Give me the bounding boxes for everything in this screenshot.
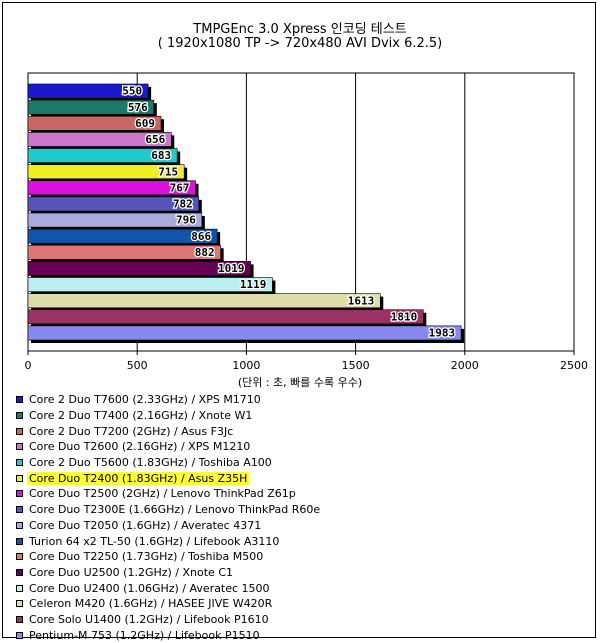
legend-swatch xyxy=(16,396,23,404)
x-tick-label: 0 xyxy=(25,359,32,372)
legend-swatch xyxy=(16,459,23,467)
legend-item: Pentium-M 753 (1.2GHz) / Lifebook P1510 xyxy=(16,627,416,643)
bar xyxy=(27,293,381,309)
legend-label: Pentium-M 753 (1.2GHz) / Lifebook P1510 xyxy=(29,628,260,642)
legend-swatch xyxy=(16,427,23,435)
bar-value-label: 1810 xyxy=(391,310,418,323)
bar-value-label: 866 xyxy=(191,230,211,243)
legend-swatch xyxy=(16,474,23,482)
legend-swatch xyxy=(16,600,23,608)
legend-item: Core Duo T2300E (1.66GHz) / Lenovo Think… xyxy=(16,502,416,518)
bar-value-label: 1613 xyxy=(348,294,375,307)
x-tick-label: 2000 xyxy=(451,359,479,372)
bar xyxy=(27,164,185,180)
x-tick-label: 2500 xyxy=(560,359,588,372)
legend-item: Core Duo T2400 (1.83GHz) / Asus Z35H xyxy=(16,470,416,486)
legend-label: Core 2 Duo T7600 (2.33GHz) / XPS M1710 xyxy=(29,393,261,407)
bar xyxy=(27,115,162,131)
bar xyxy=(27,180,196,196)
bar xyxy=(27,196,200,212)
legend-swatch xyxy=(16,615,23,623)
bar xyxy=(27,148,178,163)
bar xyxy=(27,228,218,244)
legend-label: Core Duo T2300E (1.66GHz) / Lenovo Think… xyxy=(29,503,321,517)
bar xyxy=(27,212,203,228)
legend-item: Core 2 Duo T7400 (2.16GHz) / Xnote W1 xyxy=(16,408,416,424)
legend-item: Core Duo T2050 (1.6GHz) / Averatec 4371 xyxy=(16,518,416,534)
legend-item: Core 2 Duo T5600 (1.83GHz) / Toshiba A10… xyxy=(16,455,416,471)
legend-item: Core 2 Duo T7200 (2GHz) / Asus F3Jc xyxy=(16,423,416,439)
legend-label: Core Duo T2050 (1.6GHz) / Averatec 4371 xyxy=(29,518,262,532)
legend-label: Core Duo U2500 (1.2GHz) / Xnote C1 xyxy=(29,565,234,579)
bar xyxy=(27,325,462,341)
legend-swatch xyxy=(16,521,23,529)
legend-label: Celeron M420 (1.6GHz) / HASEE JIVE W420R xyxy=(29,597,273,611)
legend-swatch xyxy=(16,568,23,576)
legend-swatch xyxy=(16,506,23,514)
bar-value-label: 796 xyxy=(176,214,196,227)
legend-label: Core 2 Duo T5600 (1.83GHz) / Toshiba A10… xyxy=(29,456,272,470)
bar xyxy=(27,132,172,147)
legend-swatch xyxy=(16,412,23,420)
bar-value-label: 882 xyxy=(195,246,215,259)
legend-label: Core Duo T2400 (1.83GHz) / Asus Z35H xyxy=(27,471,250,485)
chart-title: TMPGEnc 3.0 Xpress 인코딩 테스트 xyxy=(193,22,407,37)
x-tick-label: 1000 xyxy=(232,359,260,372)
legend-swatch xyxy=(16,443,23,451)
legend-item: Core Duo T2600 (2.16GHz) / XPS M1210 xyxy=(16,439,416,455)
chart-subtitle: ( 1920x1080 TP -> 720x480 AVI Dvix 6.2.5… xyxy=(157,36,443,51)
legend-item: Core 2 Duo T7600 (2.33GHz) / XPS M1710 xyxy=(16,392,416,408)
bar-value-label: 656 xyxy=(145,133,165,146)
bar xyxy=(27,261,251,276)
legend-label: Core 2 Duo T7200 (2GHz) / Asus F3Jc xyxy=(29,424,234,438)
bar-value-label: 1119 xyxy=(240,278,267,291)
chart-legend: Core 2 Duo T7600 (2.33GHz) / XPS M1710 Co… xyxy=(16,392,416,643)
bar xyxy=(27,277,273,292)
bar-value-label: 782 xyxy=(173,198,193,211)
legend-item: Core Duo T2250 (1.73GHz) / Toshiba M500 xyxy=(16,549,416,565)
legend-swatch xyxy=(16,490,23,498)
bar-value-label: 1983 xyxy=(429,327,456,340)
bar-chart: 0 500 1000 1500 2000 2500 (단위 : 초, 빠를 수록 우수) 55… xyxy=(25,72,588,389)
legend-item: Turion 64 x2 TL-50 (1.6GHz) / Lifebook A… xyxy=(16,533,416,549)
bar xyxy=(27,83,149,99)
legend-label: Core 2 Duo T7400 (2.16GHz) / Xnote W1 xyxy=(29,409,253,423)
legend-item: Core Solo U1400 (1.2GHz) / Lifebook P161… xyxy=(16,612,416,628)
bar-value-label: 767 xyxy=(170,181,190,194)
legend-swatch xyxy=(16,537,23,545)
x-tick-label: 500 xyxy=(127,359,148,372)
bar-value-label: 609 xyxy=(135,117,155,130)
legend-label: Turion 64 x2 TL-50 (1.6GHz) / Lifebook A… xyxy=(29,534,280,548)
legend-label: Core Duo T2600 (2.16GHz) / XPS M1210 xyxy=(29,440,251,454)
legend-item: Core Duo U2500 (1.2GHz) / Xnote C1 xyxy=(16,565,416,581)
legend-swatch xyxy=(16,631,23,639)
legend-label: Core Solo U1400 (1.2GHz) / Lifebook P161… xyxy=(29,612,269,626)
bar-value-label: 550 xyxy=(122,85,142,98)
bar-value-label: 683 xyxy=(151,149,171,162)
legend-label: Core Duo T2250 (1.73GHz) / Toshiba M500 xyxy=(29,550,264,564)
legend-label: Core Duo T2500 (2GHz) / Lenovo ThinkPad … xyxy=(29,487,296,501)
bar-value-label: 715 xyxy=(158,165,178,178)
bar-value-label: 1019 xyxy=(218,262,245,275)
bar xyxy=(27,99,155,115)
bar xyxy=(27,309,424,325)
bar xyxy=(27,244,221,260)
legend-item: Core Duo U2400 (1.06GHz) / Averatec 1500 xyxy=(16,580,416,596)
x-tick-label: 1500 xyxy=(342,359,370,372)
legend-label: Core Duo U2400 (1.06GHz) / Averatec 1500 xyxy=(29,581,270,595)
legend-item: Core Duo T2500 (2GHz) / Lenovo ThinkPad … xyxy=(16,486,416,502)
x-axis-label: (단위 : 초, 빠를 수록 우수) xyxy=(238,376,362,389)
bar-value-label: 576 xyxy=(128,101,148,114)
legend-swatch xyxy=(16,553,23,561)
legend-swatch xyxy=(16,584,23,592)
legend-item: Celeron M420 (1.6GHz) / HASEE JIVE W420R xyxy=(16,596,416,612)
